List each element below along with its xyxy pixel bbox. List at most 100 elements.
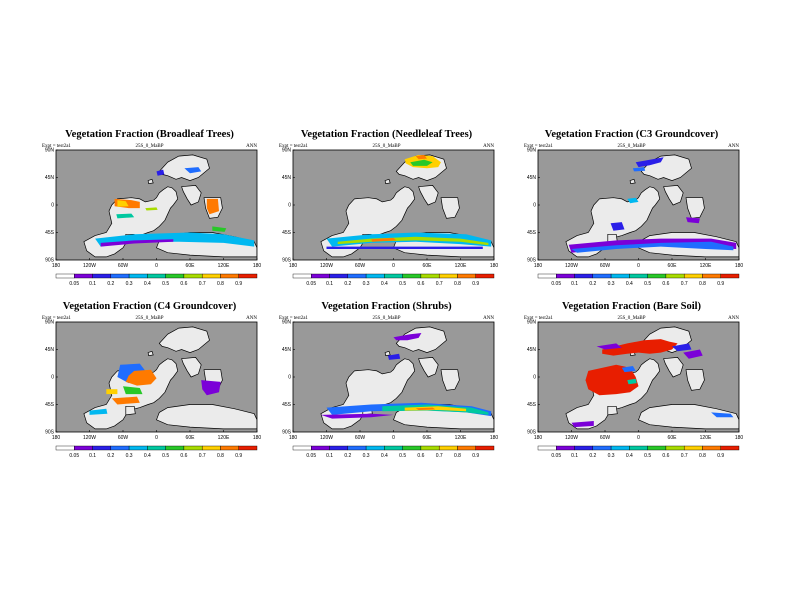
period-label: 25S_0_MaBP [135,144,164,149]
colorbar-swatch [238,273,258,279]
x-tick-label: 60W [118,263,129,269]
colorbar-tick-label: 0.2 [344,453,351,459]
y-tick-label: 45S [527,230,537,236]
colorbar-swatch [720,273,740,279]
colorbar-tick-label: 0.9 [717,453,724,459]
colorbar-tick-label: 0.4 [144,281,151,287]
vegetation-patch [627,378,637,385]
colorbar-tick-label: 0.1 [326,453,333,459]
colorbar-tick-label: 0.9 [472,281,479,287]
experiment-label: Expt = test2a1 [42,316,71,321]
x-tick-label: 120E [218,263,230,269]
colorbar-tick-label: 0.05 [69,281,79,287]
colorbar-tick-label: 0.7 [681,453,688,459]
experiment-label: Expt = test2a1 [279,144,308,149]
period-label: 25S_0_MaBP [617,316,646,321]
x-tick-label: 60E [423,263,433,269]
colorbar-swatch [365,273,385,279]
colorbar-swatch [475,445,495,451]
y-tick-label: 45N [282,347,292,353]
land-outline [440,197,460,219]
colorbar-swatch [720,445,740,451]
colorbar-tick-label: 0.8 [217,453,224,459]
colorbar-swatch [128,273,148,279]
colorbar-swatch [220,445,239,451]
land-outline [440,369,460,391]
x-tick-label: 120E [700,435,712,441]
y-tick-label: 45N [527,347,537,353]
colorbar-swatch [347,445,367,451]
panel-c4: Vegetation Fraction (C4 Groundcover) Expt… [42,301,262,476]
y-tick-label: 45S [527,402,537,408]
vegetation-patch [95,232,255,247]
colorbar-tick-label: 0.6 [662,453,669,459]
colorbar-tick-label: 0.05 [69,453,79,459]
colorbar-swatch [556,273,575,279]
colorbar-tick-label: 0.3 [126,281,133,287]
x-tick-label: 180 [253,263,262,269]
colorbar-tick-label: 0.05 [551,453,561,459]
colorbar-tick-label: 0.8 [699,281,706,287]
vegetation-patch [602,339,678,356]
colorbar-swatch [74,273,93,279]
vegetation-patch [627,197,639,204]
x-tick-label: 120W [83,263,96,269]
panel-c3: Vegetation Fraction (C3 Groundcover) Expt… [524,129,744,304]
colorbar-tick-label: 0.4 [626,281,633,287]
x-tick-label: 120E [455,263,467,269]
colorbar-swatch [610,445,630,451]
colorbar-swatch [165,445,185,451]
colorbar-swatch [592,445,612,451]
land-outline [147,350,154,356]
vegetation-patch [571,241,734,253]
x-tick-label: 0 [155,263,158,269]
vegetation-patch [201,380,221,396]
panel-title: Vegetation Fraction (Needleleaf Trees) [300,129,473,140]
colorbar-tick-label: 0.2 [344,281,351,287]
vegetation-patch [686,217,700,224]
colorbar-tick-label: 0.1 [326,281,333,287]
colorbar-swatch [238,445,258,451]
x-tick-label: 60W [600,263,611,269]
vegetation-patch [387,353,401,360]
y-tick-label: 0 [288,203,291,209]
vegetation-patch [117,200,129,207]
colorbar-tick-label: 0.9 [235,281,242,287]
colorbar-tick-label: 0.05 [306,453,316,459]
colorbar-swatch [384,445,403,451]
x-tick-label: 60W [600,435,611,441]
colorbar-swatch [556,445,575,451]
vegetation-patch [683,349,703,359]
vegetation-patch [415,407,436,410]
y-tick-label: 45N [45,175,55,181]
x-tick-label: 120E [218,435,230,441]
colorbar-swatch [329,273,349,279]
land-outline [395,326,447,353]
vegetation-patch [326,246,483,249]
x-tick-label: 60W [118,435,129,441]
panel-title: Vegetation Fraction (C3 Groundcover) [544,129,719,140]
land-outline [685,369,705,391]
x-tick-label: 0 [637,435,640,441]
x-tick-label: 180 [490,435,499,441]
colorbar-tick-label: 0.3 [363,281,370,287]
colorbar-swatch [574,445,594,451]
y-tick-label: 90S [45,430,55,436]
colorbar-tick-label: 0.6 [417,453,424,459]
colorbar-tick-label: 0.8 [699,453,706,459]
colorbar-tick-label: 0.4 [381,281,388,287]
panel-title: Vegetation Fraction (Broadleaf Trees) [65,129,234,140]
colorbar-swatch [438,445,458,451]
y-tick-label: 90S [282,258,292,264]
x-tick-label: 60W [355,435,366,441]
experiment-label: Expt = test2a1 [279,316,308,321]
vegetation-patch [393,333,422,341]
x-tick-label: 120W [320,263,333,269]
colorbar-swatch [420,273,440,279]
colorbar-tick-label: 0.5 [644,281,651,287]
vegetation-patch [145,207,158,211]
x-tick-label: 0 [155,435,158,441]
